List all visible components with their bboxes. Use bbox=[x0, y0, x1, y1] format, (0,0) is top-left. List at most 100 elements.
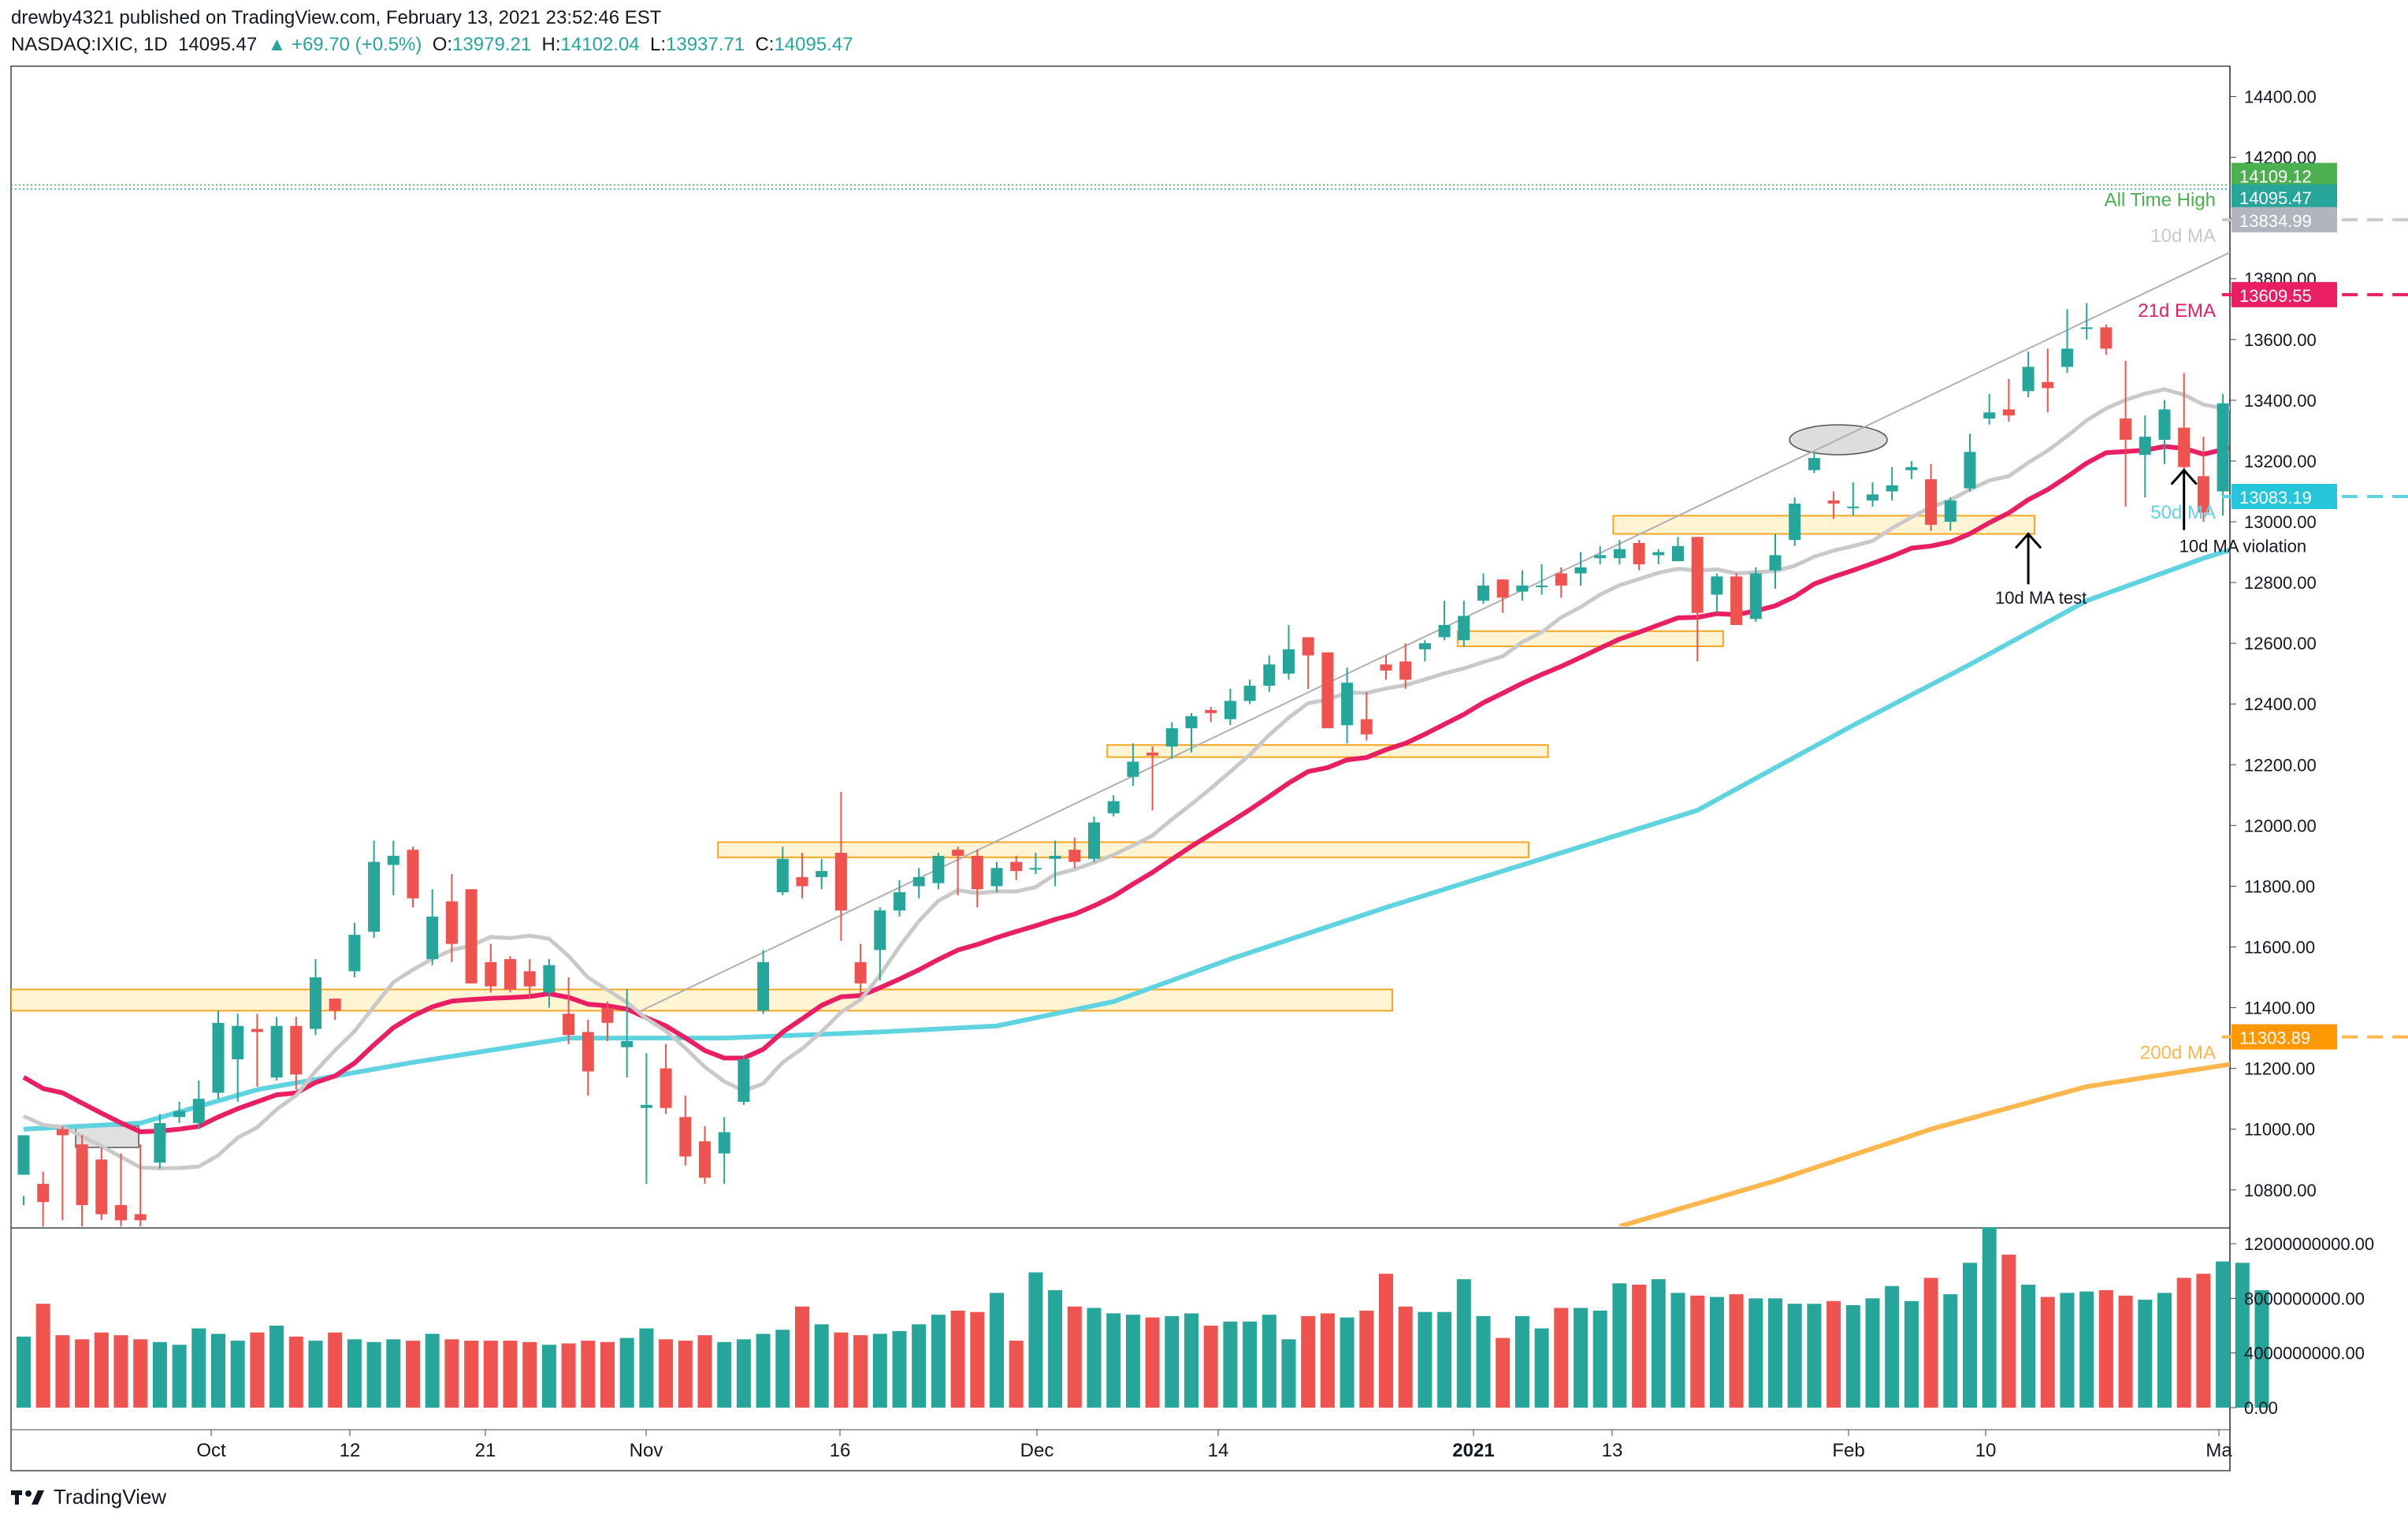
ath-label: All Time High bbox=[2105, 189, 2216, 210]
candle bbox=[2022, 352, 2035, 398]
price-tick-label: 12600.00 bbox=[2244, 634, 2317, 653]
candle bbox=[95, 1147, 108, 1221]
volume-bar bbox=[425, 1334, 440, 1408]
candle-body bbox=[1652, 552, 1665, 556]
volume-bar bbox=[2216, 1261, 2231, 1408]
candle-body bbox=[2061, 348, 2073, 367]
candle bbox=[523, 958, 536, 999]
volume-bar bbox=[113, 1335, 128, 1408]
candle-body bbox=[348, 935, 361, 972]
volume-bar bbox=[1826, 1300, 1841, 1408]
volume-bar bbox=[1670, 1293, 1685, 1408]
candle-body bbox=[563, 1014, 575, 1036]
volume-bar bbox=[1145, 1317, 1160, 1408]
candle bbox=[1302, 637, 1314, 689]
candle-body bbox=[212, 1022, 225, 1093]
candle-body bbox=[1088, 822, 1100, 859]
candle-body bbox=[504, 958, 516, 990]
candle bbox=[1944, 497, 1956, 531]
time-tick-label: Ma bbox=[2205, 1440, 2232, 1461]
open-value: 13979.21 bbox=[452, 34, 532, 55]
candle-body bbox=[251, 1029, 263, 1032]
candle-body bbox=[426, 916, 439, 959]
candle-body bbox=[290, 1025, 303, 1075]
volume-bar bbox=[1087, 1308, 1102, 1408]
close-label: C: bbox=[755, 34, 775, 55]
volume-bar bbox=[308, 1341, 323, 1408]
candle bbox=[1088, 816, 1100, 862]
candle-body bbox=[1302, 637, 1314, 656]
candle bbox=[154, 1114, 166, 1169]
price-badge bbox=[2231, 206, 2337, 233]
price-tick-label: 11200.00 bbox=[2244, 1059, 2315, 1079]
candle-body bbox=[1691, 537, 1704, 613]
candle bbox=[1165, 722, 1178, 759]
candle bbox=[1243, 679, 1256, 705]
candle bbox=[1224, 688, 1236, 726]
tradingview-logo[interactable]: TradingView bbox=[11, 1485, 166, 1509]
candle-body bbox=[1321, 652, 1334, 729]
candle bbox=[1536, 564, 1548, 595]
candle bbox=[1574, 552, 1587, 586]
candle bbox=[1925, 463, 1938, 531]
volume-bar bbox=[2176, 1278, 2191, 1408]
volume-bar bbox=[1768, 1298, 1782, 1408]
volume-bar bbox=[172, 1345, 187, 1408]
candle bbox=[2354, 206, 2365, 251]
publisher-line: drewby4321 published on TradingView.com,… bbox=[11, 7, 662, 28]
volume-bar bbox=[950, 1310, 965, 1408]
support-zone bbox=[11, 988, 1393, 1012]
candle bbox=[1886, 467, 1898, 501]
volume-bar bbox=[191, 1328, 206, 1408]
candle bbox=[1496, 579, 1509, 613]
candle bbox=[1555, 567, 1567, 598]
candle bbox=[776, 846, 789, 895]
volume-bar bbox=[1281, 1339, 1296, 1408]
candle-body bbox=[776, 858, 789, 893]
ma10-line bbox=[22, 387, 2230, 1170]
candle bbox=[1263, 655, 1276, 692]
candle-body bbox=[621, 1040, 634, 1047]
candle bbox=[1594, 545, 1607, 564]
candle-body bbox=[1886, 485, 1898, 492]
volume-bar bbox=[2098, 1289, 2113, 1408]
candle-body bbox=[640, 1104, 652, 1108]
volume-bar bbox=[211, 1334, 225, 1408]
candle-body bbox=[445, 901, 458, 944]
candle-body bbox=[2120, 418, 2132, 440]
candle-body bbox=[854, 962, 867, 984]
support-zone bbox=[1456, 630, 1724, 647]
candle-body bbox=[874, 910, 886, 951]
candle-body bbox=[1944, 500, 1956, 523]
candle bbox=[329, 998, 341, 1020]
high-value: 14102.04 bbox=[560, 34, 640, 55]
candle bbox=[1711, 573, 1723, 613]
price-badge bbox=[2231, 483, 2337, 509]
candle-body bbox=[2178, 427, 2191, 467]
volume-bar bbox=[2118, 1295, 2133, 1408]
volume-tick-label: 8000000000.00 bbox=[2244, 1289, 2365, 1308]
candle bbox=[1613, 540, 1626, 564]
candle bbox=[1146, 746, 1159, 811]
candle bbox=[348, 922, 361, 978]
volume-bar bbox=[2235, 1263, 2250, 1408]
candle-body bbox=[816, 871, 828, 877]
symbol-label[interactable]: NASDAQ:IXIC, 1D bbox=[11, 34, 168, 55]
candle-body bbox=[990, 868, 1003, 887]
candle-body bbox=[1185, 716, 1198, 729]
volume-bar bbox=[1729, 1294, 1744, 1408]
volume-bar bbox=[250, 1332, 265, 1408]
volume-bar bbox=[2157, 1293, 2172, 1408]
candle bbox=[232, 1014, 244, 1103]
volume-bar bbox=[1418, 1311, 1433, 1408]
candle-body bbox=[1711, 576, 1723, 595]
volume-bar bbox=[2079, 1291, 2094, 1408]
volume-bar bbox=[1554, 1308, 1569, 1408]
candle-body bbox=[407, 850, 419, 898]
candle bbox=[2158, 400, 2171, 464]
candle bbox=[465, 889, 478, 984]
time-tick-label: 10 bbox=[1975, 1440, 1997, 1461]
candle bbox=[699, 1125, 711, 1185]
candle-body bbox=[971, 855, 983, 890]
